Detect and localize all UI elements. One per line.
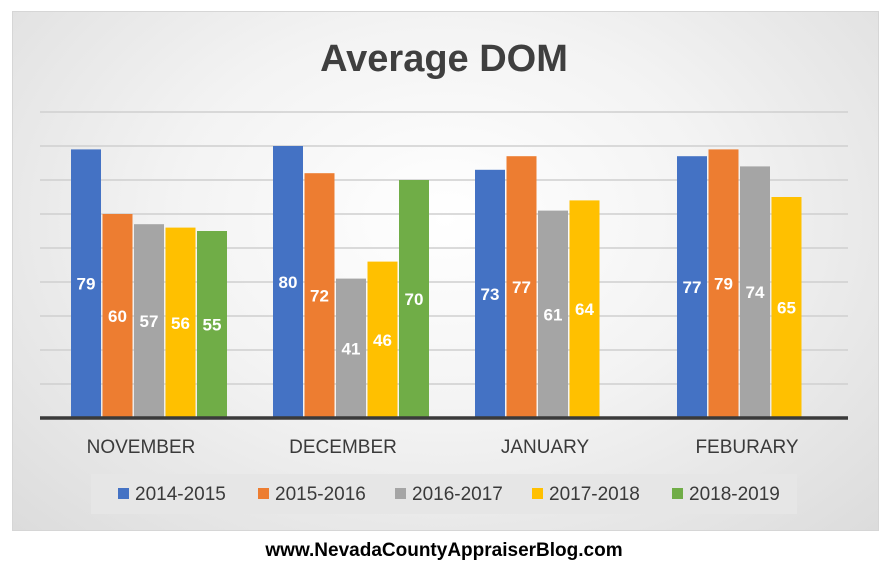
- legend-label-2014-2015: 2014-2015: [135, 484, 226, 505]
- data-label-november-2015-2016: 60: [108, 307, 127, 326]
- data-label-november-2016-2017: 57: [140, 312, 159, 331]
- data-labels: 79 60 57 56 55 80 72 41 46 70 73 77 61 64 77 79 74 65: [77, 273, 796, 358]
- data-label-january-2016-2017: 61: [544, 305, 563, 324]
- legend-label-2018-2019: 2018-2019: [689, 484, 780, 505]
- data-label-november-2018-2019: 55: [203, 316, 222, 335]
- data-label-december-2015-2016: 72: [310, 287, 329, 306]
- bars: [71, 146, 802, 418]
- legend-swatch-2016-2017: [395, 488, 406, 499]
- bar-feburary-2017-2018: [771, 197, 802, 418]
- legend-label-2016-2017: 2016-2017: [412, 484, 503, 505]
- data-label-december-2016-2017: 41: [342, 339, 361, 358]
- bar-december-2015-2016: [304, 173, 335, 418]
- x-tick-label-november: NOVEMBER: [87, 437, 196, 458]
- footer-url: www.NevadaCountyAppraiserBlog.com: [265, 540, 623, 561]
- bar-feburary-2016-2017: [740, 166, 770, 418]
- data-label-feburary-2017-2018: 65: [777, 299, 796, 318]
- chart-title: Average DOM: [320, 38, 568, 80]
- x-tick-label-january: JANUARY: [501, 437, 590, 458]
- legend-swatch-2018-2019: [672, 488, 683, 499]
- data-label-november-2014-2015: 79: [77, 275, 96, 294]
- data-label-december-2018-2019: 70: [405, 290, 424, 309]
- data-label-feburary-2015-2016: 79: [714, 275, 733, 294]
- bar-feburary-2015-2016: [708, 149, 739, 418]
- data-label-january-2017-2018: 64: [575, 300, 594, 319]
- bar-december-2016-2017: [336, 278, 366, 418]
- legend-swatch-2015-2016: [258, 488, 269, 499]
- x-tick-label-feburary: FEBURARY: [695, 437, 798, 458]
- legend-label-2017-2018: 2017-2018: [549, 484, 640, 505]
- bar-january-2017-2018: [569, 200, 600, 418]
- bar-november-2016-2017: [134, 224, 164, 418]
- data-label-january-2015-2016: 77: [512, 278, 531, 297]
- bar-january-2016-2017: [538, 210, 568, 418]
- x-axis: NOVEMBER DECEMBER JANUARY FEBURARY: [40, 416, 848, 458]
- bar-december-2017-2018: [367, 261, 398, 418]
- data-label-december-2014-2015: 80: [279, 273, 298, 292]
- bar-november-2018-2019: [197, 231, 227, 418]
- bar-november-2014-2015: [71, 149, 101, 418]
- data-label-feburary-2016-2017: 74: [746, 283, 765, 302]
- data-label-january-2014-2015: 73: [481, 285, 500, 304]
- bar-january-2014-2015: [475, 169, 505, 418]
- legend-label-2015-2016: 2015-2016: [275, 484, 366, 505]
- bar-january-2015-2016: [506, 156, 537, 418]
- data-label-december-2017-2018: 46: [373, 331, 392, 350]
- legend-swatch-2014-2015: [118, 488, 129, 499]
- bar-feburary-2014-2015: [677, 156, 707, 418]
- x-tick-label-december: DECEMBER: [289, 437, 397, 458]
- bar-december-2014-2015: [273, 146, 303, 418]
- data-label-november-2017-2018: 56: [171, 314, 190, 333]
- bar-november-2015-2016: [102, 214, 133, 418]
- legend-swatch-2017-2018: [532, 488, 543, 499]
- legend: 2014-2015 2015-2016 2016-2017 2017-2018 2018…: [91, 474, 797, 514]
- data-label-feburary-2014-2015: 77: [683, 278, 702, 297]
- bar-december-2018-2019: [399, 180, 429, 418]
- bar-november-2017-2018: [165, 227, 196, 418]
